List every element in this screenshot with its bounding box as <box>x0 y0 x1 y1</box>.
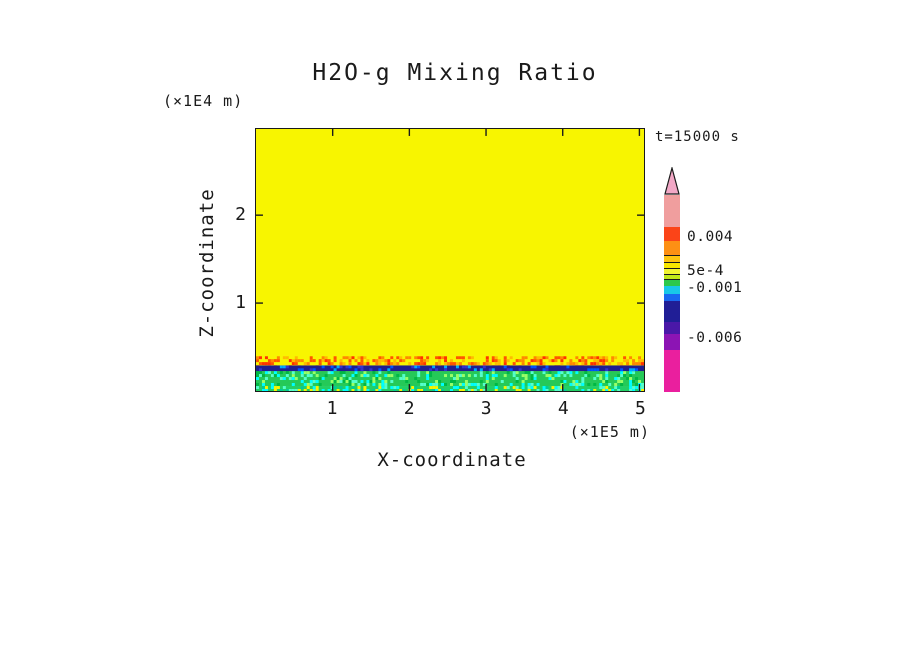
colorbar-tick-line <box>664 255 680 256</box>
y-tick-label: 1 <box>200 292 246 313</box>
colorbar-label: 0.004 <box>687 229 733 245</box>
colorbar-segment <box>664 301 680 322</box>
colorbar-label: 5e-4 <box>687 263 724 279</box>
x-tick-label: 2 <box>384 398 434 419</box>
colorbar-segment <box>664 195 680 227</box>
colorbar-segment <box>664 322 680 334</box>
colorbar-label: -0.006 <box>687 330 742 346</box>
figure: H2O-g Mixing Ratio (×1E4 m) t=15000 s Z-… <box>0 0 904 654</box>
colorbar-segment <box>664 241 680 255</box>
heatmap-canvas <box>256 129 644 391</box>
colorbar-tick-line <box>664 274 680 275</box>
plot-area <box>255 128 645 392</box>
y-axis-label: Z-coordinate <box>196 173 218 353</box>
colorbar-arrow-icon <box>664 167 680 195</box>
colorbar-tick-line <box>664 268 680 269</box>
colorbar-body <box>664 195 680 392</box>
chart-title: H2O-g Mixing Ratio <box>205 60 705 86</box>
colorbar-segment <box>664 286 680 294</box>
colorbar-tick-line <box>664 262 680 263</box>
x-tick-label: 1 <box>307 398 357 419</box>
colorbar-segment <box>664 255 680 262</box>
time-annotation: t=15000 s <box>655 129 740 145</box>
x-tick-label: 3 <box>461 398 511 419</box>
colorbar-label: -0.001 <box>687 280 742 296</box>
colorbar-segment <box>664 279 680 286</box>
colorbar-tick-line <box>664 279 680 280</box>
x-tick-label: 5 <box>615 398 665 419</box>
y-tick-label: 2 <box>200 204 246 225</box>
colorbar-segment <box>664 350 680 392</box>
colorbar-segment <box>664 227 680 241</box>
colorbar-segment <box>664 334 680 350</box>
x-axis-label: X-coordinate <box>252 449 652 471</box>
y-axis-unit: (×1E4 m) <box>163 92 243 110</box>
colorbar-segment <box>664 294 680 301</box>
x-tick-label: 4 <box>538 398 588 419</box>
x-axis-unit: (×1E5 m) <box>538 423 650 441</box>
